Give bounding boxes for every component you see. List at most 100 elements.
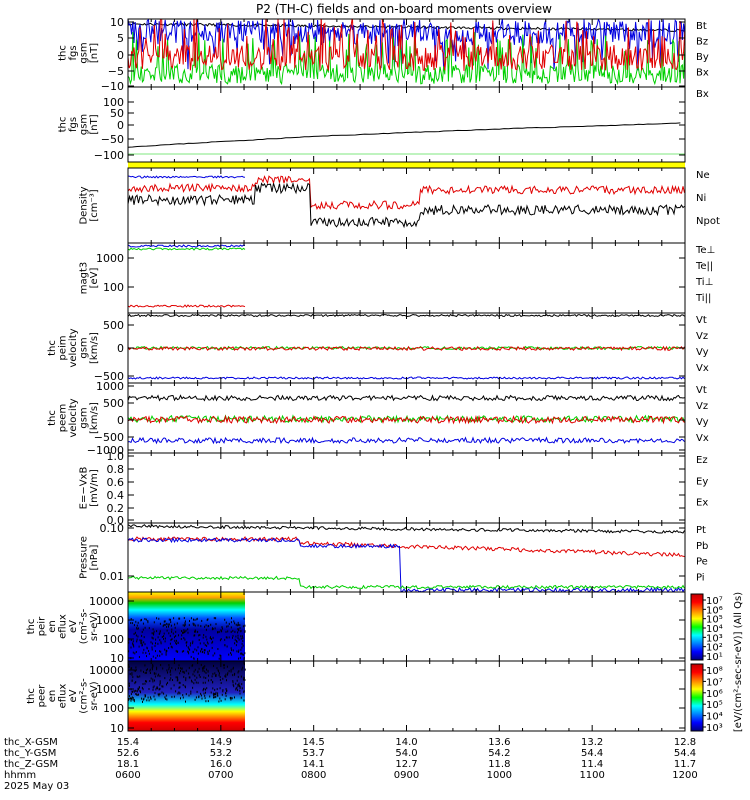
spectrogram-speckle	[206, 687, 208, 690]
spectrogram-speckle	[131, 696, 133, 699]
y-tick-label: 0.01	[100, 570, 125, 583]
series-line-te	[128, 304, 246, 308]
y-axis-label: gsm	[79, 407, 90, 428]
y-axis-label: (cm²-s-	[79, 608, 90, 644]
spectrogram-speckle	[193, 670, 195, 673]
spectrogram-speckle	[180, 697, 181, 700]
spectrogram-speckle	[145, 680, 146, 683]
spectrogram-speckle	[204, 694, 206, 697]
spectrogram-speckle	[157, 674, 159, 677]
ephemeris-value: 14.0	[395, 737, 417, 748]
spectrogram-speckle	[242, 637, 244, 640]
spectrogram-speckle	[142, 628, 144, 631]
spectrogram-speckle	[214, 693, 216, 696]
spectrogram-speckle	[207, 669, 209, 672]
spectrogram-speckle	[159, 682, 161, 685]
spectrogram-speckle	[146, 647, 148, 650]
spectrogram-speckle	[156, 686, 158, 689]
spectrogram-speckle	[190, 617, 192, 620]
spectrogram-speckle	[239, 689, 241, 692]
spectrogram-speckle	[164, 637, 166, 640]
spectrogram-speckle	[225, 688, 227, 690]
spectrogram-speckle	[162, 667, 164, 670]
spectrogram-speckle	[226, 636, 228, 639]
spectrogram-speckle	[128, 638, 130, 641]
spectrogram-speckle	[178, 617, 180, 620]
y-tick-label: 10000	[89, 595, 124, 608]
spectrogram-speckle	[164, 640, 166, 643]
spectrogram-speckle	[140, 640, 142, 643]
spectrogram-speckle	[196, 690, 198, 693]
spectrogram-speckle	[136, 638, 138, 641]
spectrogram-speckle	[152, 688, 154, 691]
spectrogram-speckle	[207, 650, 209, 653]
spectrogram-speckle	[214, 627, 216, 630]
spectrogram-speckle	[137, 621, 139, 624]
spectrogram-speckle	[211, 628, 213, 631]
spectrogram-speckle	[234, 630, 236, 633]
spectrogram-speckle	[234, 638, 236, 641]
y-axis-label: [eV]	[89, 268, 100, 289]
spectrogram-speckle	[155, 650, 156, 653]
spectrogram-speckle	[159, 675, 161, 678]
y-axis-label: (cm²-s-	[79, 678, 90, 714]
y-axis-label: [mV/m]	[89, 469, 100, 507]
spectrogram-speckle	[234, 642, 236, 645]
spectrogram-speckle	[184, 622, 186, 625]
spectrogram-speckle	[207, 618, 209, 621]
spectrogram-speckle	[152, 655, 154, 658]
spectrogram-speckle	[139, 675, 141, 678]
spectrogram-speckle	[188, 666, 190, 669]
spectrogram-speckle	[230, 670, 232, 673]
y-axis-label: thc	[47, 410, 58, 426]
spectrogram-speckle	[236, 686, 238, 689]
spectrogram-speckle	[135, 681, 137, 683]
spectrogram-speckle	[225, 675, 227, 678]
y-axis-label: gsm	[79, 114, 90, 135]
y-axis-label: [km/s]	[89, 402, 100, 434]
spectrogram-speckle	[239, 687, 241, 689]
spectrogram-speckle	[220, 699, 222, 702]
spectrogram-speckle	[182, 684, 184, 686]
spectrogram-speckle	[217, 694, 219, 697]
ephemeris-value: 14.9	[210, 737, 232, 748]
spectrogram-speckle	[146, 699, 148, 702]
ephemeris-value: 54.2	[488, 748, 510, 759]
spectrogram-speckle	[162, 625, 164, 628]
spectrogram-speckle	[200, 663, 202, 666]
spectrogram-speckle	[200, 694, 202, 697]
y-axis-label: fgs	[68, 117, 79, 132]
spectrogram-speckle	[217, 669, 219, 672]
status-bar-yellow	[128, 162, 685, 168]
spectrogram-speckle	[182, 670, 184, 673]
spectrogram-speckle	[225, 621, 227, 624]
spectrogram-speckle	[187, 650, 189, 653]
spectrogram-speckle	[166, 629, 168, 632]
ephemeris-value: 52.6	[117, 748, 139, 759]
spectrogram-speckle	[201, 647, 203, 650]
spectrogram-speckle	[206, 644, 208, 647]
spectrogram-speckle	[135, 634, 137, 637]
spectrogram-speckle	[150, 697, 152, 700]
spectrogram-speckle	[237, 634, 239, 637]
y-tick-label: 0.4	[107, 489, 125, 502]
spectrogram-speckle	[139, 639, 141, 642]
spectrogram-speckle	[244, 652, 246, 655]
spectrogram-speckle	[232, 683, 234, 686]
spectrogram-speckle	[230, 652, 232, 654]
spectrogram-speckle	[181, 650, 183, 653]
spectrogram-speckle	[210, 623, 212, 626]
spectrogram-speckle	[140, 669, 142, 672]
spectrogram-speckle	[184, 623, 186, 626]
spectrogram-speckle	[230, 621, 232, 624]
spectrogram-speckle	[203, 676, 205, 679]
spectrogram-speckle	[201, 697, 203, 700]
spectrogram-speckle	[202, 667, 203, 670]
spectrogram-speckle	[128, 698, 130, 700]
ephemeris-row-label: 2025 May 03	[4, 781, 69, 792]
spectrogram-speckle	[166, 698, 168, 701]
spectrogram-speckle	[196, 676, 198, 679]
spectrogram-speckle	[187, 650, 189, 653]
spectrogram-speckle	[129, 695, 131, 698]
